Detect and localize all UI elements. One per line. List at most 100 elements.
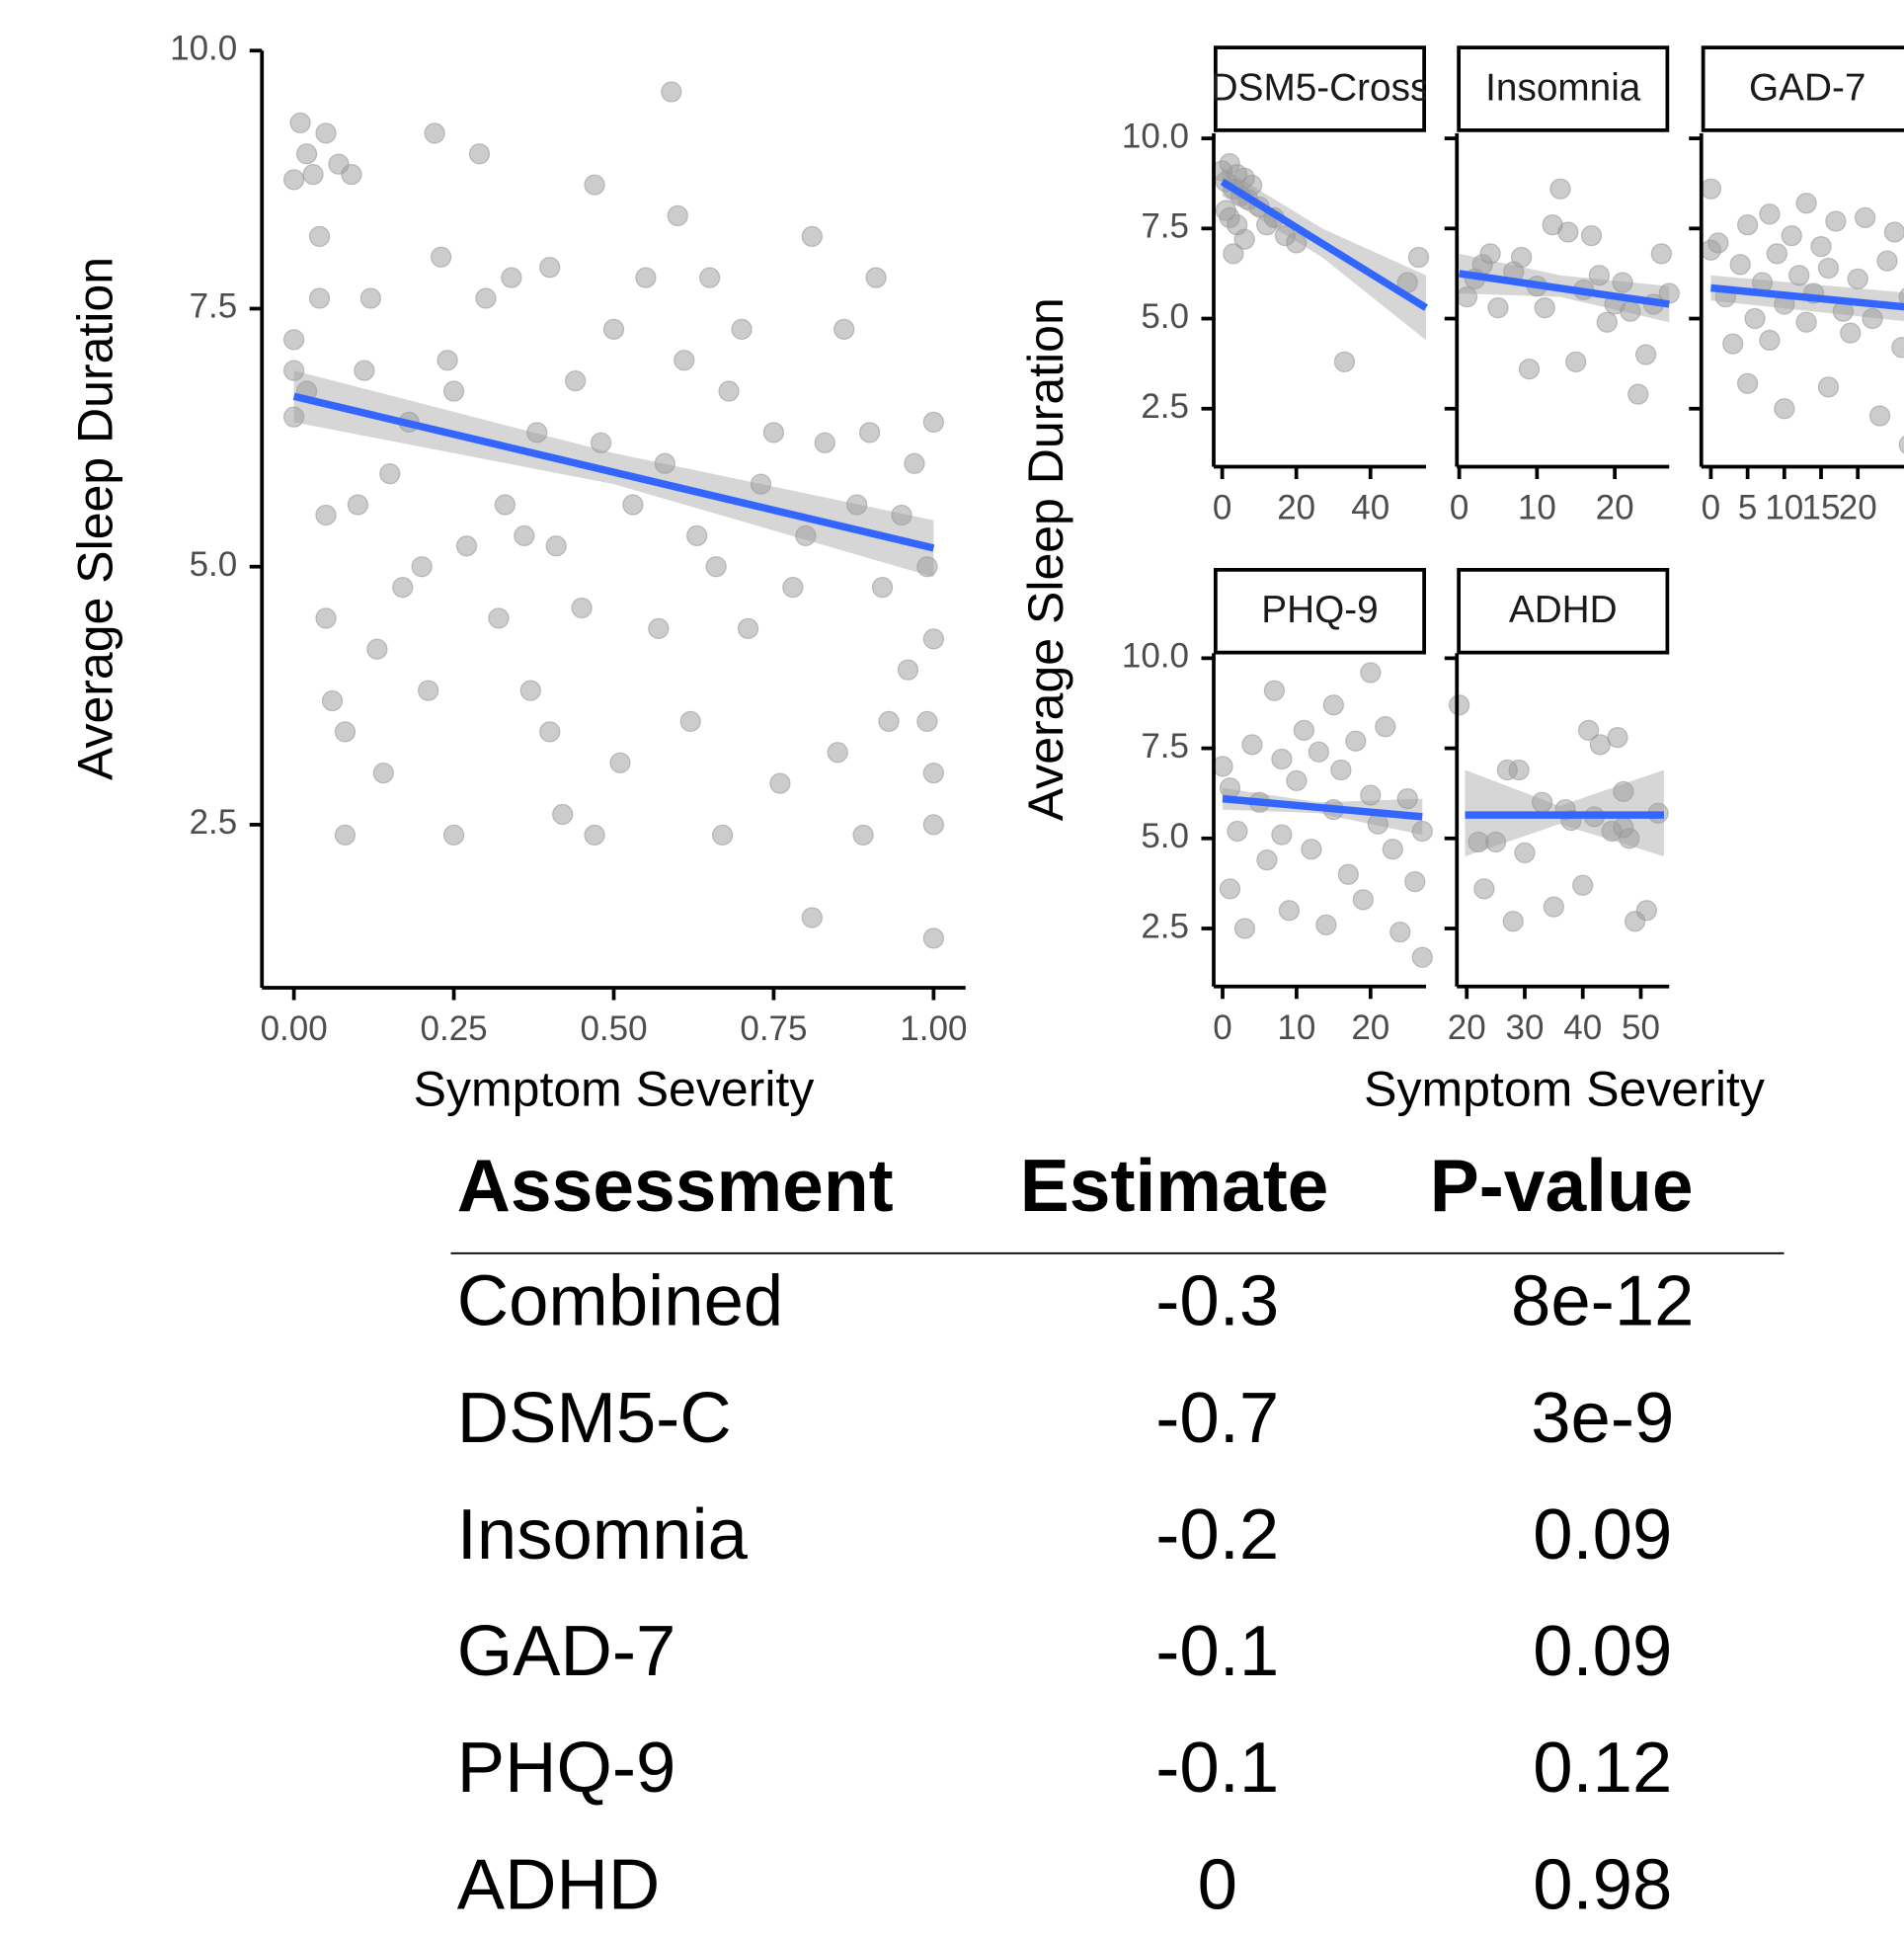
data-point [705, 556, 727, 578]
x-tick-label: 20 [1277, 489, 1315, 527]
data-point [922, 814, 944, 836]
data-point [347, 494, 369, 516]
data-point [1810, 235, 1832, 258]
data-point [1855, 206, 1876, 229]
fit-line [1459, 270, 1670, 308]
data-point [545, 535, 567, 557]
y-tick-label: 2.5 [190, 803, 238, 842]
y-tick-label: 10.0 [170, 30, 237, 68]
data-point [795, 524, 817, 546]
y-tick-label: 5.0 [1141, 817, 1189, 855]
data-point [1817, 257, 1840, 280]
data-point [762, 422, 785, 444]
table-cell: 8e-12 [1511, 1261, 1694, 1341]
data-point [1473, 878, 1495, 900]
strip-label: ADHD [1509, 589, 1618, 631]
strip-label: GAD-7 [1749, 66, 1865, 109]
data-point [852, 824, 874, 846]
data-point [308, 225, 331, 247]
data-point [1333, 351, 1356, 372]
x-tick-label: 30 [1506, 1008, 1545, 1047]
data-point [379, 463, 401, 485]
data-point [1825, 210, 1847, 232]
data-point [1883, 221, 1904, 243]
data-point [442, 824, 465, 846]
x-tick-label: 5 [1738, 489, 1757, 527]
data-point [1382, 839, 1403, 860]
data-point [878, 710, 900, 733]
strip-box [1214, 568, 1426, 655]
data-point [1508, 759, 1530, 781]
data-point [1549, 178, 1571, 200]
data-point [1759, 203, 1781, 225]
table-cell: PHQ-9 [457, 1728, 676, 1808]
data-point [686, 524, 708, 546]
x-tick-label: 40 [1351, 489, 1389, 527]
data-point [1411, 946, 1433, 968]
data-point [1448, 694, 1470, 716]
data-point [1557, 221, 1579, 243]
data-point [1360, 662, 1382, 684]
data-point [315, 504, 337, 526]
data-point [295, 143, 318, 165]
x-tick-label: 0 [1450, 489, 1468, 527]
data-point [1375, 716, 1396, 738]
data-point [858, 422, 881, 444]
data-point [782, 576, 804, 599]
data-point [731, 318, 753, 340]
data-point [1795, 311, 1817, 333]
data-point [1484, 831, 1507, 853]
data-point [1389, 922, 1411, 943]
data-point [833, 318, 855, 340]
table-cell: -0.1 [1155, 1611, 1279, 1691]
data-point [674, 350, 695, 371]
data-point [1620, 300, 1641, 322]
data-point [334, 824, 357, 846]
data-point [922, 928, 944, 949]
table-header: Estimate [1020, 1144, 1329, 1227]
data-point [1278, 900, 1301, 922]
data-point [897, 659, 919, 681]
data-point [1212, 756, 1233, 777]
data-point [302, 164, 324, 186]
data-point [846, 494, 868, 516]
data-point [1404, 870, 1426, 893]
data-point [1635, 900, 1657, 922]
data-point [283, 360, 305, 381]
data-point [1607, 727, 1628, 749]
y-tick-label: 10.0 [1122, 117, 1189, 155]
table-cell: ADHD [457, 1844, 660, 1924]
y-tick-label: 7.5 [1141, 207, 1189, 246]
strip-label: PHQ-9 [1261, 589, 1378, 631]
data-point [1308, 741, 1330, 763]
data-point [635, 267, 657, 288]
data-point [501, 267, 522, 288]
data-point [411, 556, 433, 578]
data-point [1456, 286, 1478, 308]
data-point [1565, 351, 1587, 372]
x-tick-label: 0 [1213, 489, 1231, 527]
x-tick-label: 20 [1448, 1008, 1486, 1047]
strip-box [1457, 45, 1670, 132]
table-cell: -0.3 [1155, 1261, 1279, 1341]
data-point [1781, 224, 1802, 247]
data-point [1471, 254, 1493, 276]
data-point [1337, 863, 1359, 885]
data-point [827, 742, 848, 764]
data-point [602, 318, 625, 340]
y-tick-label: 2.5 [1141, 387, 1189, 426]
data-point [699, 267, 721, 288]
data-point [1396, 788, 1418, 810]
data-point [366, 638, 388, 660]
data-point [1241, 174, 1263, 197]
data-point [424, 122, 445, 144]
y-tick-label: 5.0 [1141, 297, 1189, 336]
x-tick-label: 10 [1277, 1008, 1315, 1047]
data-point [1345, 730, 1367, 752]
data-point [1736, 372, 1759, 394]
y-tick-label: 2.5 [1141, 907, 1189, 945]
data-point [1360, 784, 1382, 806]
data-point [552, 803, 574, 826]
data-point [1315, 914, 1337, 935]
data-point [1650, 243, 1672, 265]
